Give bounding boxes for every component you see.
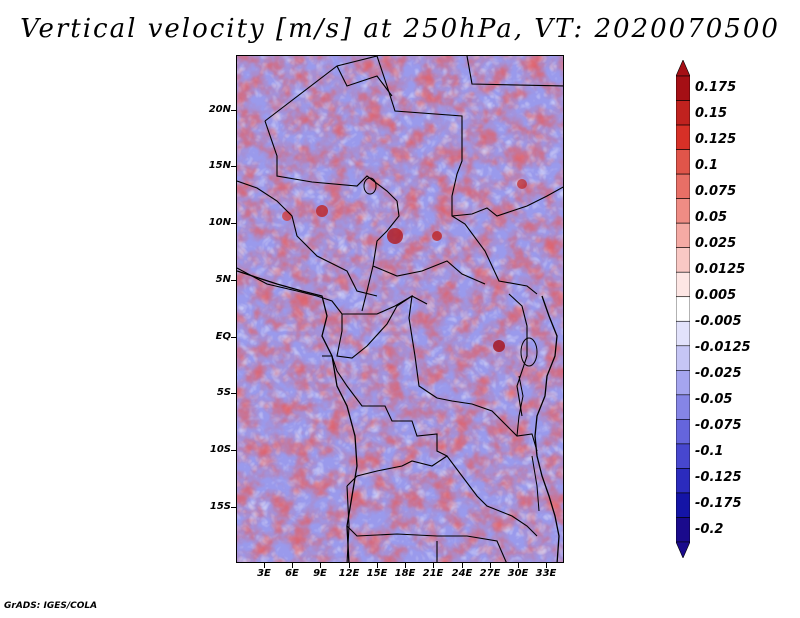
lat-label-10n: 10N [208,217,231,228]
lat-label-10s: 10S [209,444,231,455]
lon-tick [518,563,519,568]
colorbar-label-5: 0.05 [695,210,728,225]
lon-tick [490,563,491,568]
chart-title: Vertical velocity [m/s] at 250hPa, VT: 2… [20,14,780,44]
colorbar-label-1: 0.15 [695,106,728,121]
lat-tick [231,110,236,111]
map-panel [236,55,564,563]
lat-label-5s: 5S [216,387,231,398]
lon-tick [264,563,265,568]
colorbar-label-13: -0.075 [695,418,742,433]
lat-label-15s: 15S [209,501,231,512]
convective-cells [282,179,527,352]
colorbar-top-arrow [676,60,690,77]
lon-label-15e: 15E [366,568,388,579]
lon-label-27e: 27E [479,568,501,579]
country-borders [237,56,563,562]
colorbar-label-16: -0.175 [695,496,742,511]
colorbar-band [676,173,690,199]
colorbar-band [676,394,690,420]
lat-tick [231,166,236,167]
lon-tick [433,563,434,568]
colorbar-band [676,296,690,322]
colorbar-label-7: 0.0125 [695,262,746,277]
lakes [363,177,540,512]
colorbar-band [676,149,690,175]
lon-label-12e: 12E [338,568,360,579]
lat-label-5n: 5N [215,274,231,285]
colorbar-bottom-arrow [676,541,690,558]
colorbar-band [676,443,690,469]
lon-label-6e: 6E [285,568,299,579]
lon-tick [349,563,350,568]
colorbar-label-12: -0.05 [695,392,733,407]
lat-tick [231,393,236,394]
lat-tick [231,337,236,338]
colorbar-label-10: -0.0125 [695,340,751,355]
colorbar-band [676,492,690,518]
coastline [237,270,560,562]
colorbar-band [676,222,690,248]
lon-label-33e: 33E [535,568,557,579]
lat-tick [231,223,236,224]
colorbar-band [676,100,690,126]
colorbar-label-0: 0.175 [695,80,737,95]
lon-label-9e: 9E [313,568,327,579]
lon-label-3e: 3E [257,568,271,579]
colorbar-label-9: -0.005 [695,314,742,329]
colorbar-band [676,198,690,224]
colorbar-label-11: -0.025 [695,366,742,381]
colorbar-band [676,517,690,543]
colorbar-label-4: 0.075 [695,184,737,199]
colorbar-label-15: -0.125 [695,470,742,485]
colorbar-band [676,345,690,371]
vertical-velocity-field [237,56,563,562]
colorbar-label-17: -0.2 [695,522,724,537]
lon-label-21e: 21E [422,568,444,579]
lon-label-18e: 18E [394,568,416,579]
colorbar-label-8: 0.005 [695,288,737,303]
lat-label-eq: EQ [215,331,231,342]
lon-tick [292,563,293,568]
colorbar-band [676,320,690,347]
lon-label-30e: 30E [507,568,529,579]
credit-text: GrADS: IGES/COLA [4,601,98,611]
lon-tick [320,563,321,568]
lon-tick [377,563,378,568]
colorbar-label-3: 0.1 [695,158,719,173]
lat-label-15n: 15N [208,160,231,171]
colorbar-label-14: -0.1 [695,444,724,459]
colorbar-band [676,247,690,273]
field-upward-motion [237,56,563,562]
lon-label-24e: 24E [451,568,473,579]
colorbar-band [676,419,690,445]
colorbar-label-2: 0.125 [695,132,737,147]
colorbar-band [676,370,690,396]
lat-label-20n: 20N [208,104,231,115]
colorbar-label-6: 0.025 [695,236,737,251]
lat-tick [231,450,236,451]
colorbar-band [676,271,690,298]
colorbar-band [676,468,690,494]
lat-tick [231,507,236,508]
colorbar-band [676,124,690,150]
colorbar [676,60,690,558]
lon-tick [462,563,463,568]
colorbar-band [676,75,690,101]
lat-tick [231,280,236,281]
lon-tick [546,563,547,568]
lon-tick [405,563,406,568]
